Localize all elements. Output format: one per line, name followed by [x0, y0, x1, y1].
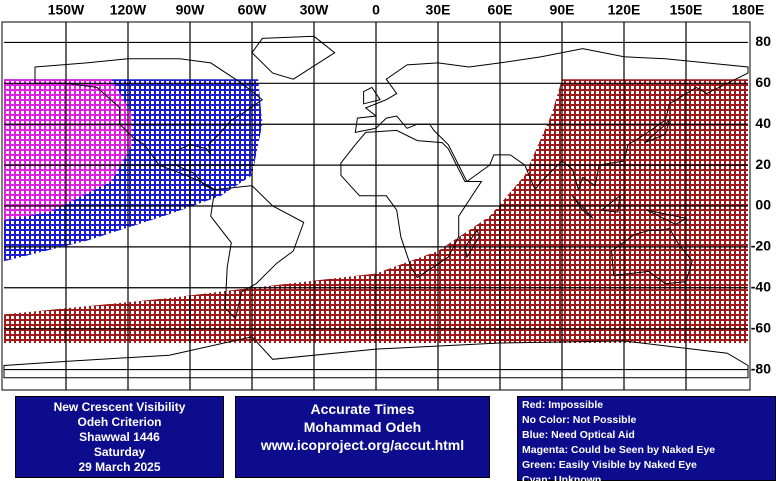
info-line: 29 March 2025 [78, 460, 161, 474]
lon-label: 90W [176, 2, 206, 18]
credit-box: Accurate Times Mohammad Odeh www.icoprojec… [235, 396, 490, 478]
legend-line: Red: Impossible [522, 399, 604, 411]
info-line: Shawwal 1446 [79, 430, 160, 444]
info-line: Saturday [93, 445, 146, 459]
land-outline [646, 209, 688, 225]
lat-label: 40 [755, 115, 771, 131]
land-outline [571, 195, 594, 219]
lat-label: -40 [751, 278, 771, 294]
info-line: New Crescent Visibility [53, 400, 186, 414]
visibility-map: 150W 120W 90W 60W 30W 0 30E 60E 90E 120E 150E 180E 8… [1, 2, 771, 391]
lat-label: -20 [751, 238, 771, 254]
credit-line: www.icoproject.org/accut.html [260, 437, 465, 453]
zone-naked-eye [4, 79, 133, 221]
lon-label: 90E [550, 2, 575, 18]
lon-label: 60W [238, 2, 268, 18]
legend-line: No Color: Not Possible [522, 414, 637, 426]
lat-label: -60 [751, 319, 771, 335]
lat-label: 60 [755, 74, 771, 90]
lon-label: 150W [48, 2, 85, 18]
land-outline [600, 194, 621, 213]
legend-line: Magenta: Could be Seen by Naked Eye [522, 444, 716, 456]
land-outline [34, 58, 264, 191]
lon-label: 150E [670, 2, 703, 18]
land-outline [363, 86, 381, 105]
lat-label: 20 [755, 156, 771, 172]
legend-line: Cyan: Unknown [522, 474, 602, 481]
land-outline [340, 129, 483, 279]
credit-line: Accurate Times [310, 401, 415, 417]
lon-label: 120W [110, 2, 147, 18]
legend-box: Red: Impossible No Color: Not Possible Blu… [517, 396, 776, 481]
lon-label: 30W [300, 2, 330, 18]
lon-label: 0 [372, 2, 380, 18]
land-outline [464, 229, 480, 259]
lon-label: 60E [488, 2, 513, 18]
lat-label: 80 [755, 33, 771, 49]
legend-line: Blue: Need Optical Aid [522, 429, 635, 441]
lon-label: 120E [608, 2, 641, 18]
land-outline [354, 48, 749, 192]
legend-line: Green: Easily Visible by Naked Eye [522, 459, 697, 471]
lat-label: -80 [751, 360, 771, 376]
lon-label: 180E [732, 2, 765, 18]
credit-line: Mohammad Odeh [303, 419, 422, 435]
info-box: New Crescent Visibility Odeh Criterion Sha… [15, 396, 224, 478]
land-outline [611, 227, 693, 285]
lon-label: 30E [426, 2, 451, 18]
land-outline [644, 118, 671, 144]
info-line: Odeh Criterion [77, 415, 162, 429]
lat-label: 00 [755, 197, 771, 213]
